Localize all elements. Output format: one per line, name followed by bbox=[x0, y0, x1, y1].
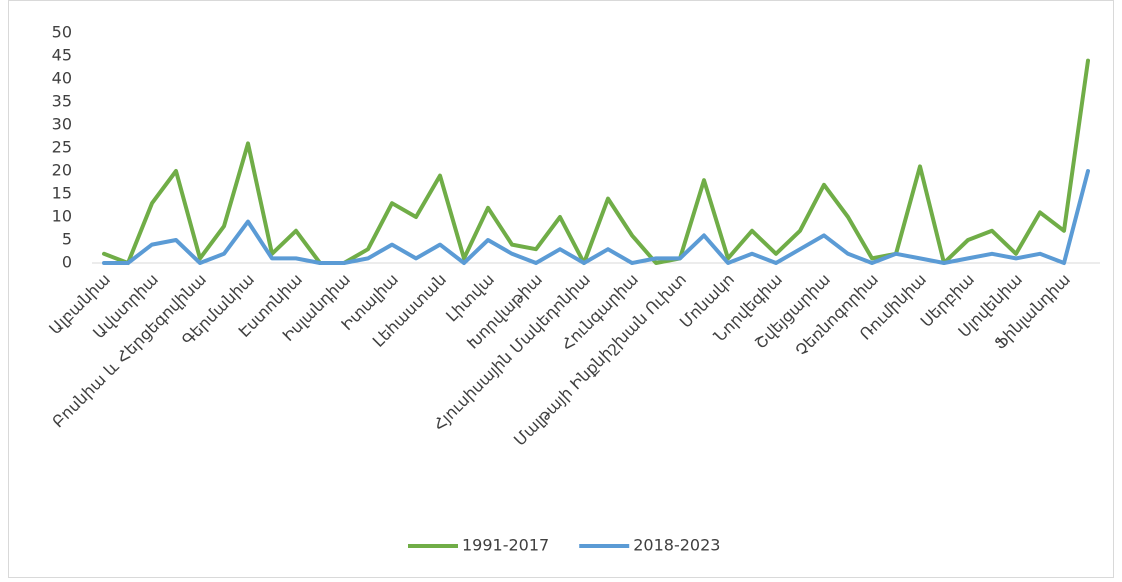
y-tick-label: 10 bbox=[52, 207, 72, 226]
y-tick-label: 40 bbox=[52, 69, 72, 88]
y-tick-label: 35 bbox=[52, 92, 72, 111]
y-tick-label: 20 bbox=[52, 161, 72, 180]
y-tick-label: 50 bbox=[52, 23, 72, 42]
y-tick-label: 25 bbox=[52, 138, 72, 157]
y-tick-label: 30 bbox=[52, 115, 72, 134]
y-tick-label: 45 bbox=[52, 46, 72, 65]
y-tick-label: 15 bbox=[52, 184, 72, 203]
x-tick-label: Չեռնոգորիա bbox=[792, 270, 882, 360]
legend-label: 2018-2023 bbox=[633, 536, 720, 555]
line-series bbox=[102, 58, 1090, 265]
y-tick-label: 5 bbox=[62, 230, 72, 249]
y-tick-label: 0 bbox=[62, 253, 72, 272]
x-tick-label: Մալթայի Ինքնիշխան Ուխտ bbox=[510, 270, 690, 450]
legend-label: 1991-2017 bbox=[462, 536, 549, 555]
line-series bbox=[102, 169, 1090, 265]
